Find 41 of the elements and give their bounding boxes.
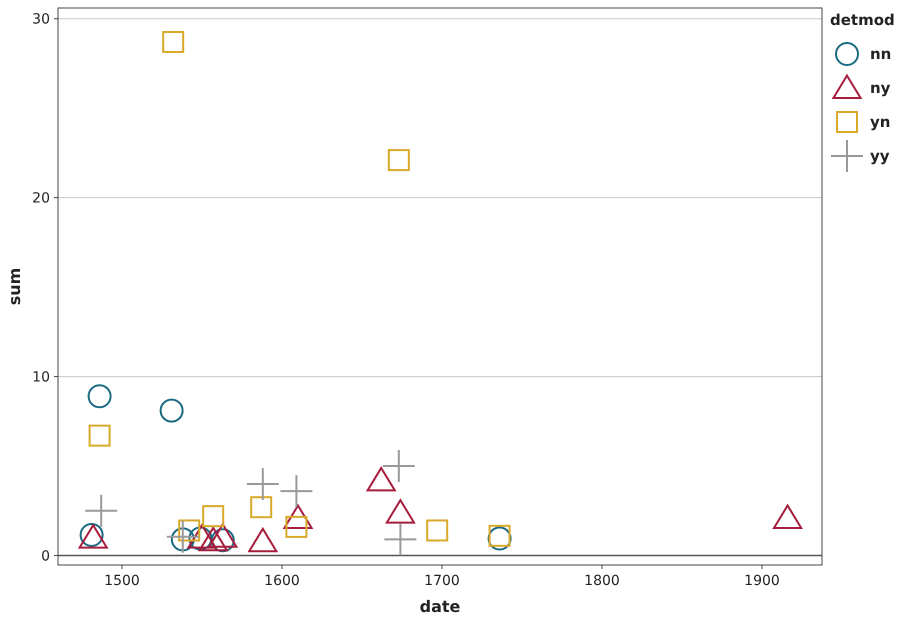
y-tick-label: 10 [32,370,50,386]
point [773,504,802,529]
point [85,494,118,527]
y-tick-label: 0 [41,548,50,565]
point [162,30,184,53]
legend-label: yy [870,147,890,165]
legend-label: nn [870,45,892,63]
legend-label: ny [870,79,891,97]
point [88,424,111,447]
legend-title: detmod [830,11,895,29]
point [386,499,415,524]
point [426,519,448,542]
y-axis-title: sum [5,268,24,306]
x-tick-label: 1500 [104,573,140,589]
point [382,450,415,482]
point [488,526,512,551]
x-tick-label: 1600 [264,573,300,589]
point [208,523,238,548]
point [384,523,416,556]
point [366,466,396,492]
y-tick-label: 20 [32,190,50,207]
point [78,524,108,549]
point [160,398,184,423]
point [280,475,312,508]
point [187,524,217,549]
x-tick-label: 1800 [584,573,620,589]
point [198,526,228,552]
point [488,524,511,547]
legend-label: yn [870,113,890,131]
x-axis-title: date [420,597,461,616]
point [250,496,272,518]
y-tick-label: 30 [32,12,50,28]
point [388,149,410,172]
point [248,528,278,552]
point [283,504,313,529]
x-tick-label: 1900 [744,573,780,589]
point [246,468,279,500]
point [88,384,112,408]
point [202,505,224,528]
x-tick-label: 1700 [424,573,460,589]
point [166,520,199,553]
